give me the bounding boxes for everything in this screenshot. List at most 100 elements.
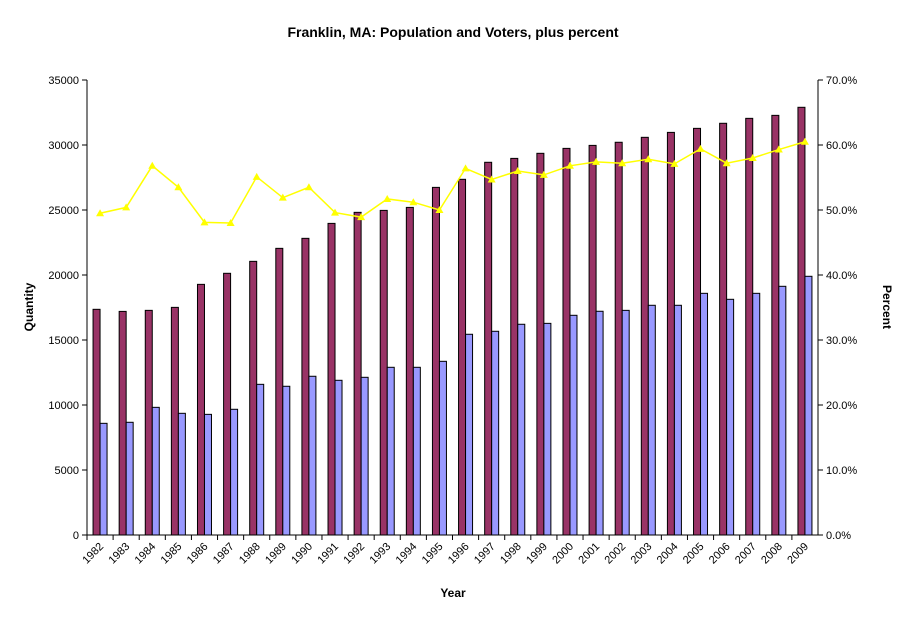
bar-series-1 [771,114,780,536]
x-tick-label: 2000 [550,541,576,567]
y-tick-label: 35000 [48,75,79,87]
bar-series-1 [301,237,310,536]
x-tick-label: 1990 [289,541,315,567]
bar-series-1 [745,117,754,536]
percent-point [278,193,287,201]
bar-series-2 [595,310,604,536]
x-tick-label: 1997 [472,541,498,567]
y-tick-label: 10000 [48,400,79,412]
x-tick-label: 2002 [603,541,629,567]
x-tick-label: 1999 [524,541,550,567]
y-tick-label: 0 [73,530,79,542]
x-tick-label: 1996 [446,541,472,567]
bar-series-2 [726,298,735,536]
percent-point [565,161,574,169]
bar-series-1 [719,122,728,536]
bar-series-2 [177,412,186,536]
bar-series-1 [588,144,597,536]
x-tick-label: 1998 [498,541,524,567]
bar-series-1 [458,178,467,536]
percent-point [200,218,209,226]
bar-series-2 [360,376,369,536]
x-tick-label: 1987 [211,541,237,567]
bar-series-1 [431,186,440,536]
x-tick-label: 2006 [707,541,733,567]
percent-point [435,206,444,213]
x-axis-title: Year [440,586,466,600]
bar-series-1 [379,209,388,536]
bar-series-2 [752,292,761,536]
bar-series-2 [203,413,212,536]
x-tick-label: 1994 [394,541,420,567]
x-tick-label: 1991 [315,541,341,567]
bar-series-2 [491,330,500,536]
y2-tick-label: 20.0% [826,400,857,412]
x-tick-label: 1988 [237,541,263,567]
bar-series-1 [223,272,232,536]
percent-line [99,141,806,224]
percent-point [539,170,548,178]
y2-tick-label: 30.0% [826,335,857,347]
x-tick-label: 2004 [655,541,681,567]
percent-point [513,167,522,174]
bar-series-1 [640,136,649,536]
percent-point [122,203,131,211]
bar-series-2 [465,333,474,536]
y-tick-label: 5000 [55,465,79,477]
y-tick-label: 15000 [48,335,79,347]
bar-series-1 [614,141,623,536]
bar-series-2 [700,292,709,536]
bar-series-2 [647,304,656,536]
percent-point [618,159,627,167]
percent-point [174,183,183,191]
x-tick-label: 2009 [785,541,811,567]
percent-point [800,137,809,145]
percent-point [148,161,157,169]
x-tick-label: 1993 [368,541,394,567]
percent-point [331,208,340,216]
x-tick-label: 1992 [341,541,367,567]
bar-series-2 [778,285,787,536]
percent-point [487,175,496,183]
bar-series-1 [275,247,284,536]
x-tick-label: 2007 [733,541,759,567]
bar-series-1 [536,152,545,536]
bar-series-2 [673,304,682,536]
bar-series-1 [144,309,153,536]
x-tick-label: 1986 [185,541,211,567]
percent-point [357,213,366,221]
percent-point [96,209,105,217]
y2-tick-label: 70.0% [826,75,857,87]
percent-point [748,154,757,161]
bar-series-1 [327,222,336,536]
x-tick-label: 2005 [681,541,707,567]
bar-series-1 [118,310,127,536]
x-tick-label: 1982 [80,541,106,567]
bar-series-1 [562,147,571,536]
bar-series-2 [569,314,578,536]
bar-series-2 [99,422,108,536]
bar-series-2 [308,375,317,536]
y2-tick-label: 60.0% [826,140,857,152]
bar-series-1 [196,283,205,536]
x-tick-label: 1985 [159,541,185,567]
bar-series-1 [484,161,493,536]
bar-series-1 [693,127,702,536]
bar-series-2 [256,383,265,536]
bar-series-1 [249,260,258,536]
bar-series-2 [125,421,134,536]
x-tick-label: 1995 [420,541,446,567]
y2-tick-label: 40.0% [826,270,857,282]
percent-point [696,144,705,152]
bar-series-2 [282,385,291,536]
bar-series-2 [334,379,343,536]
x-tick-label: 2008 [759,541,785,567]
y2-axis-title: Percent [880,285,894,329]
y-tick-label: 25000 [48,205,79,217]
bar-series-2 [543,322,552,536]
bar-series-1 [797,106,806,536]
y-tick-label: 20000 [48,270,79,282]
chart-title: Franklin, MA: Population and Voters, plu… [287,24,618,40]
percent-point [774,145,783,153]
